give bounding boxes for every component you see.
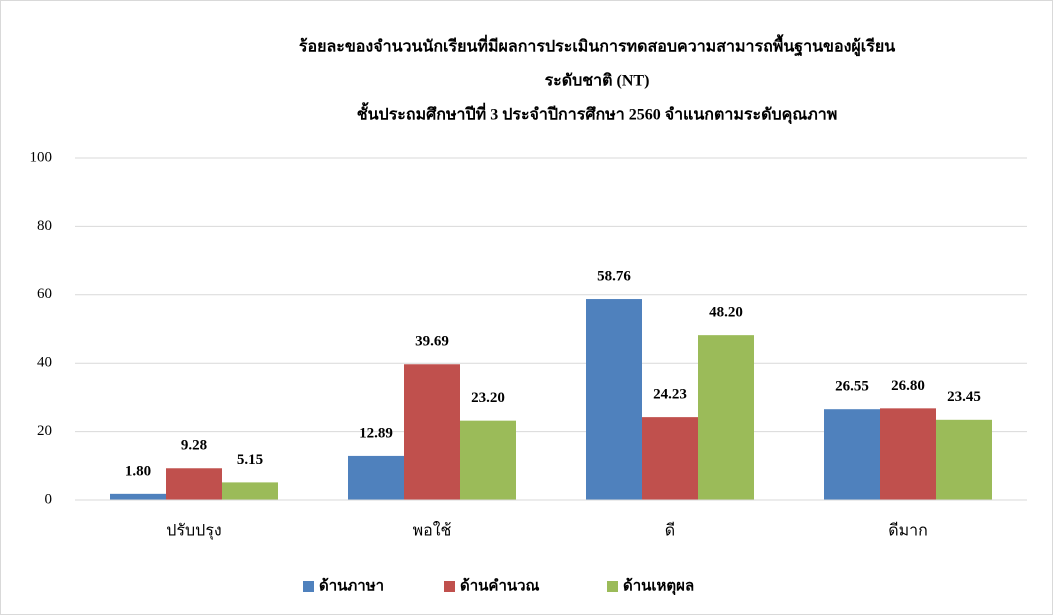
bar xyxy=(110,493,166,500)
data-label: 24.23 xyxy=(653,387,687,403)
chart-title: ชั้นประถมศึกษาปีที่ 3 ประจำปีการศึกษา 25… xyxy=(357,102,838,125)
bar xyxy=(348,455,404,500)
legend-label: ด้านภาษา xyxy=(319,577,384,594)
data-label: 26.80 xyxy=(891,378,925,394)
bar xyxy=(698,335,754,500)
data-label: 5.15 xyxy=(237,452,263,468)
bar xyxy=(642,417,698,500)
bar xyxy=(880,408,936,500)
data-label: 26.55 xyxy=(835,379,869,395)
y-tick-label: 60 xyxy=(37,286,52,302)
y-tick-label: 40 xyxy=(37,355,52,371)
y-tick-label: 80 xyxy=(37,218,52,234)
bar xyxy=(936,419,992,500)
bar xyxy=(166,468,222,500)
bar xyxy=(586,299,642,500)
x-tick-label: พอใช้ xyxy=(413,521,452,540)
legend-swatch xyxy=(303,581,314,592)
legend-label: ด้านเหตุผล xyxy=(623,577,694,595)
x-tick-label: ปรับปรุง xyxy=(166,523,221,541)
legend-swatch xyxy=(607,581,618,592)
bar xyxy=(222,482,278,500)
data-label: 23.20 xyxy=(471,390,505,406)
data-label: 39.69 xyxy=(415,334,449,350)
x-tick-label: ดีมาก xyxy=(888,522,928,540)
legend-swatch xyxy=(444,581,455,592)
data-label: 23.45 xyxy=(947,389,981,405)
y-tick-label: 100 xyxy=(30,149,53,165)
bar xyxy=(824,409,880,500)
data-label: 9.28 xyxy=(181,438,207,454)
x-tick-label: ดี xyxy=(665,522,675,540)
data-label: 12.89 xyxy=(359,425,393,441)
chart-title: ระดับชาติ (NT) xyxy=(545,72,650,90)
data-label: 58.76 xyxy=(597,268,631,284)
data-label: 1.80 xyxy=(125,463,151,479)
bar xyxy=(404,364,460,500)
legend-label: ด้านคำนวณ xyxy=(460,577,540,594)
data-label: 48.20 xyxy=(709,305,743,321)
bar xyxy=(460,420,516,500)
y-tick-label: 20 xyxy=(37,423,52,439)
y-tick-label: 0 xyxy=(45,491,53,507)
